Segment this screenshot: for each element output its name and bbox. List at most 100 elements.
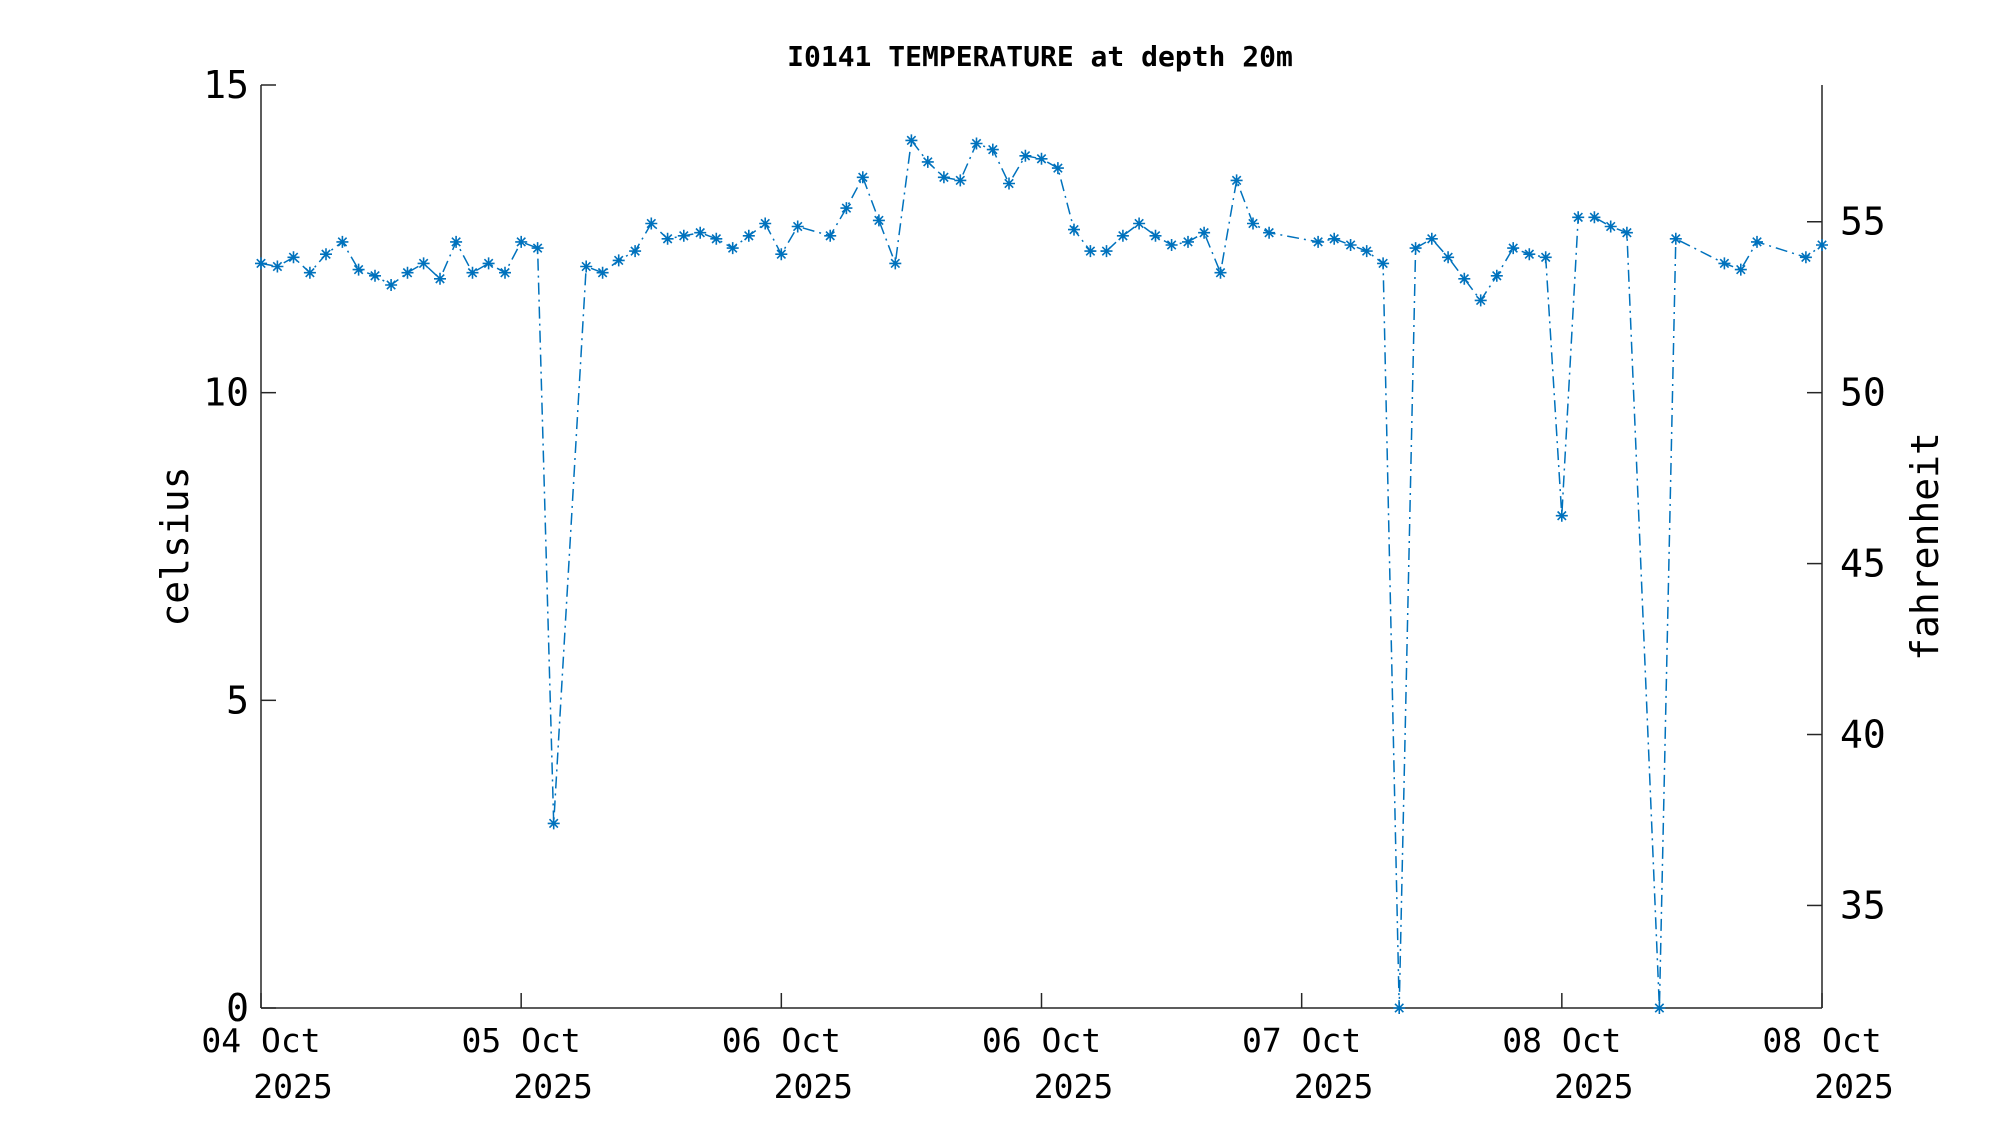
asterisk-marker <box>1539 251 1552 264</box>
data-point <box>1133 217 1146 230</box>
asterisk-marker <box>1116 229 1129 242</box>
asterisk-marker <box>369 269 381 282</box>
data-point <box>271 260 284 273</box>
data-point <box>629 245 642 258</box>
asterisk-marker <box>287 251 300 264</box>
data-point <box>1572 211 1585 224</box>
asterisk-marker <box>905 134 918 147</box>
asterisk-marker <box>547 817 560 830</box>
data-point <box>1653 1002 1666 1014</box>
asterisk-marker <box>1084 245 1097 258</box>
asterisk-marker <box>1328 232 1341 245</box>
asterisk-marker <box>1068 223 1080 236</box>
x-tick-label-year: 2025 <box>774 1067 853 1106</box>
asterisk-marker <box>645 217 658 230</box>
data-point <box>872 214 885 227</box>
data-point <box>1442 251 1455 264</box>
data-point <box>1393 1002 1406 1014</box>
series-layer <box>255 134 1828 1014</box>
y-tick-label-right: 35 <box>1840 883 1886 927</box>
axes: 0 5 10 15 35 40 45 50 55 04 Oct 2025 05 Oct 2025 06 O… <box>201 63 1893 1106</box>
data-point <box>1620 226 1633 239</box>
asterisk-marker <box>1734 263 1747 276</box>
y-tick-label-right: 40 <box>1840 713 1886 757</box>
asterisk-marker <box>954 174 967 187</box>
y-axis-label-left: celsius <box>153 466 197 626</box>
data-point <box>482 257 495 270</box>
data-point <box>921 155 934 168</box>
data-point <box>1816 239 1828 251</box>
data-point <box>937 171 950 184</box>
asterisk-marker <box>791 220 804 233</box>
data-point <box>1149 229 1162 242</box>
data-point <box>1490 269 1503 282</box>
data-point <box>1230 174 1243 187</box>
data-point <box>515 235 528 248</box>
data-point <box>352 263 365 276</box>
data-point <box>1165 239 1178 251</box>
asterisk-marker <box>1198 226 1211 239</box>
asterisk-marker <box>1312 235 1325 248</box>
data-point <box>694 226 707 239</box>
asterisk-marker <box>531 242 544 255</box>
data-point <box>742 229 755 242</box>
chart-title: I0141 TEMPERATURE at depth 20m <box>787 40 1293 73</box>
asterisk-marker <box>515 235 528 248</box>
data-point <box>1377 257 1390 270</box>
data-point <box>434 272 446 285</box>
asterisk-marker <box>499 266 511 279</box>
data-point <box>531 242 544 255</box>
data-point <box>889 257 902 270</box>
data-point <box>1474 294 1487 307</box>
asterisk-marker <box>1604 220 1617 233</box>
asterisk-marker <box>580 260 593 273</box>
x-tick-label-year: 2025 <box>1294 1067 1373 1106</box>
asterisk-marker <box>336 235 349 248</box>
asterisk-marker <box>1165 239 1178 251</box>
data-point <box>580 260 593 273</box>
asterisk-marker <box>1247 217 1259 230</box>
asterisk-marker <box>271 260 284 273</box>
asterisk-marker <box>1182 235 1194 248</box>
asterisk-marker <box>1507 242 1520 255</box>
data-point <box>466 266 479 279</box>
data-point <box>1051 162 1064 175</box>
x-tick-label-day: 06 Oct <box>982 1021 1101 1060</box>
asterisk-marker <box>596 266 609 279</box>
asterisk-marker <box>694 226 707 239</box>
data-point <box>1555 509 1568 522</box>
data-point <box>1409 242 1422 255</box>
asterisk-marker <box>921 155 934 168</box>
data-point <box>1604 220 1617 233</box>
data-point <box>677 229 690 242</box>
asterisk-marker <box>1669 232 1682 245</box>
data-point <box>385 279 398 291</box>
data-point <box>1425 232 1438 245</box>
data-point <box>645 217 658 230</box>
asterisk-marker <box>775 248 788 261</box>
asterisk-marker <box>1751 235 1763 248</box>
y-tick-label-right: 50 <box>1840 371 1886 415</box>
asterisk-marker <box>450 235 463 248</box>
asterisk-marker <box>401 266 414 279</box>
data-point <box>710 232 723 245</box>
asterisk-marker <box>1149 229 1162 242</box>
asterisk-marker <box>1816 239 1828 251</box>
x-tick-label-year: 2025 <box>1034 1067 1113 1106</box>
asterisk-marker <box>434 272 446 285</box>
data-point <box>1019 149 1032 162</box>
data-point <box>1084 245 1097 258</box>
asterisk-marker <box>1718 257 1731 270</box>
data-point <box>791 220 804 233</box>
data-point <box>401 266 414 279</box>
data-point <box>1116 229 1129 242</box>
asterisk-marker <box>824 229 837 242</box>
y-tick-label-left: 0 <box>226 986 249 1030</box>
y-axis-label-right: fahrenheit <box>1903 432 1947 661</box>
x-tick-label-day: 08 Oct <box>1762 1021 1881 1060</box>
asterisk-marker <box>1214 266 1227 279</box>
asterisk-marker <box>1490 269 1503 282</box>
data-point <box>1263 226 1276 239</box>
asterisk-marker <box>612 254 625 267</box>
